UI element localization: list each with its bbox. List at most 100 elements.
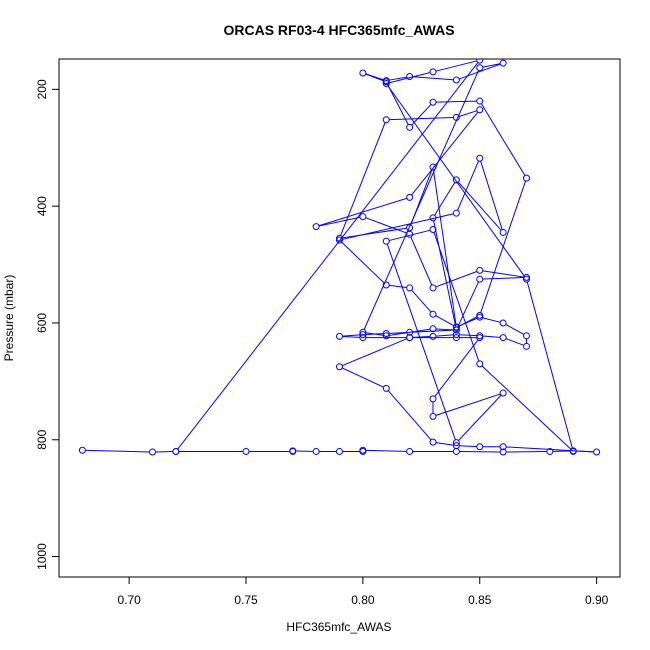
data-point — [406, 447, 414, 455]
data-point — [476, 360, 484, 368]
series-segment — [387, 85, 526, 277]
series-segment — [458, 395, 502, 441]
series-segment — [412, 76, 454, 81]
series-segment — [411, 104, 432, 126]
data-point — [429, 332, 437, 340]
data-point — [476, 154, 484, 162]
series-segment — [389, 72, 431, 84]
data-point — [242, 447, 250, 455]
y-tick-label: 800 — [35, 429, 49, 449]
data-point — [382, 116, 390, 124]
x-tick-label: 0.90 — [585, 593, 609, 607]
data-point — [312, 223, 320, 231]
series-segment — [365, 73, 384, 81]
data-point — [406, 193, 414, 201]
data-point — [406, 334, 414, 342]
series-segment — [342, 367, 384, 388]
data-point — [406, 328, 414, 336]
data-point — [429, 395, 437, 403]
series-segment — [342, 227, 407, 239]
series-segment — [387, 84, 409, 125]
series-segment — [433, 220, 457, 327]
series-segment — [366, 449, 407, 452]
data-point — [429, 98, 437, 106]
data-point — [289, 447, 297, 455]
x-tick-label: 0.70 — [117, 593, 141, 607]
data-point — [499, 228, 507, 236]
data-point — [429, 163, 437, 171]
series-segment — [436, 328, 454, 331]
series-segment — [435, 315, 454, 326]
data-point — [523, 275, 530, 283]
series-segment — [365, 217, 407, 234]
data-point — [359, 331, 367, 339]
series-segment — [85, 449, 150, 453]
data-point — [476, 275, 484, 283]
y-axis: 200 400 600 800 1000 — [35, 79, 59, 570]
series-segment — [506, 450, 547, 453]
series-segment — [482, 277, 524, 280]
series-segment — [459, 63, 501, 80]
data-point — [476, 443, 484, 451]
series-segment — [434, 182, 456, 216]
data-point — [499, 448, 507, 456]
series-segment — [457, 281, 479, 328]
series-segment — [526, 282, 573, 449]
series-segment — [342, 336, 360, 338]
series-segment — [386, 244, 456, 440]
data-point — [476, 266, 484, 274]
data-point — [382, 237, 390, 245]
data-point — [359, 446, 367, 454]
data-point — [476, 64, 484, 72]
data-point — [336, 332, 343, 340]
data-point — [382, 384, 390, 392]
data-point — [172, 447, 180, 455]
series-segment — [459, 450, 500, 453]
series-segment — [458, 181, 502, 231]
x-axis: 0.70 0.75 0.80 0.85 0.90 — [117, 577, 609, 607]
series-segment — [410, 236, 433, 286]
data-point — [382, 281, 390, 289]
x-tick-label: 0.80 — [351, 593, 375, 607]
data-point — [499, 334, 507, 342]
data-point — [476, 106, 484, 114]
data-point — [429, 226, 437, 234]
data-point — [452, 209, 460, 217]
data-point — [499, 443, 507, 451]
x-tick-label: 0.85 — [468, 593, 492, 607]
series-segment — [482, 335, 500, 338]
data-point — [476, 97, 484, 105]
data-point — [452, 326, 460, 334]
series-segment — [389, 328, 430, 336]
data-point — [429, 68, 437, 76]
data-point — [312, 447, 320, 455]
series-segment — [342, 338, 407, 366]
data-point — [499, 59, 507, 67]
series-segment — [459, 445, 477, 448]
series-segment — [435, 271, 477, 288]
series-segment — [342, 334, 360, 337]
data-point — [429, 310, 437, 318]
data-point — [406, 224, 414, 232]
data-point — [429, 438, 437, 446]
y-axis-label: Pressure (mbar) — [2, 275, 16, 362]
data-point — [336, 234, 343, 242]
data-point — [382, 77, 390, 85]
data-point — [359, 334, 367, 342]
data-point — [429, 214, 437, 222]
series-segment — [482, 317, 501, 323]
series-segment — [411, 111, 479, 196]
plot-frame — [58, 58, 621, 578]
series-segment — [505, 324, 524, 335]
data-point — [452, 439, 460, 447]
y-tick-label: 400 — [35, 196, 49, 216]
series-segment — [481, 365, 572, 450]
x-axis-label: HFC365mfc_AWAS — [286, 620, 391, 634]
series-segment — [436, 334, 454, 337]
series-segment — [482, 63, 501, 68]
data-point — [523, 342, 530, 350]
series-segment — [432, 170, 457, 325]
series-segment — [389, 284, 407, 289]
